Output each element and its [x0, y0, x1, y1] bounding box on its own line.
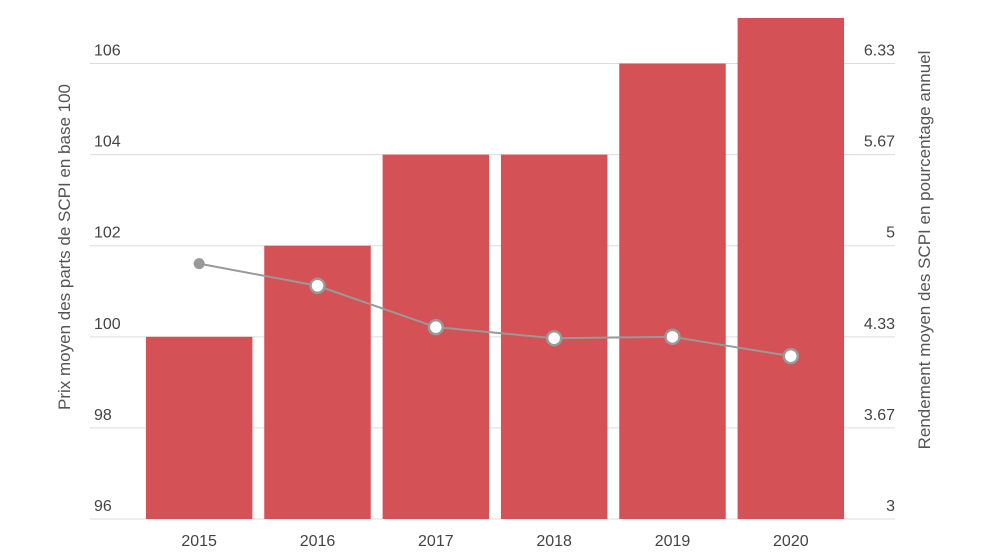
- right-axis-ticks: 3 3.67 4.33 5 5.67 6.33: [864, 43, 895, 515]
- right-tick-label: 4.33: [864, 316, 895, 333]
- bar: [145, 336, 253, 519]
- left-tick-label: 104: [94, 134, 121, 151]
- x-tick-label: 2019: [655, 533, 691, 550]
- bar: [382, 154, 490, 520]
- data-point: [193, 258, 205, 270]
- x-tick-label: 2020: [773, 533, 809, 550]
- x-tick-label: 2018: [536, 533, 572, 550]
- x-tick-label: 2017: [418, 533, 454, 550]
- left-tick-label: 102: [94, 225, 121, 242]
- data-point: [427, 318, 445, 336]
- right-tick-label: 6.33: [864, 43, 895, 60]
- series-line: [198, 262, 791, 358]
- x-tick-label: 2016: [300, 533, 336, 550]
- yield-line: [193, 258, 800, 365]
- right-tick-label: 3.67: [864, 407, 895, 424]
- right-tick-label: 5.67: [864, 134, 895, 151]
- left-tick-label: 100: [94, 316, 121, 333]
- right-tick-label: 3: [886, 498, 895, 515]
- bars: [145, 18, 845, 520]
- x-axis-ticks: 2015 2016 2017 2018 2019 2020: [181, 533, 808, 550]
- bar: [619, 63, 726, 519]
- left-tick-label: 106: [94, 43, 121, 60]
- bar: [737, 18, 845, 519]
- data-point: [782, 347, 800, 365]
- x-tick-label: 2015: [181, 533, 217, 550]
- left-axis-ticks: 96 98 100 102 104 106: [94, 43, 121, 515]
- data-point: [545, 329, 563, 347]
- data-point: [664, 328, 681, 346]
- right-tick-label: 5: [886, 225, 895, 242]
- left-axis-title: Prix moyen des parts de SCPI en base 100: [55, 84, 74, 410]
- left-tick-label: 98: [94, 407, 112, 424]
- right-axis-title: Rendement moyen des SCPI en pourcentage …: [915, 51, 934, 450]
- data-point: [309, 277, 326, 295]
- left-tick-label: 96: [94, 498, 112, 515]
